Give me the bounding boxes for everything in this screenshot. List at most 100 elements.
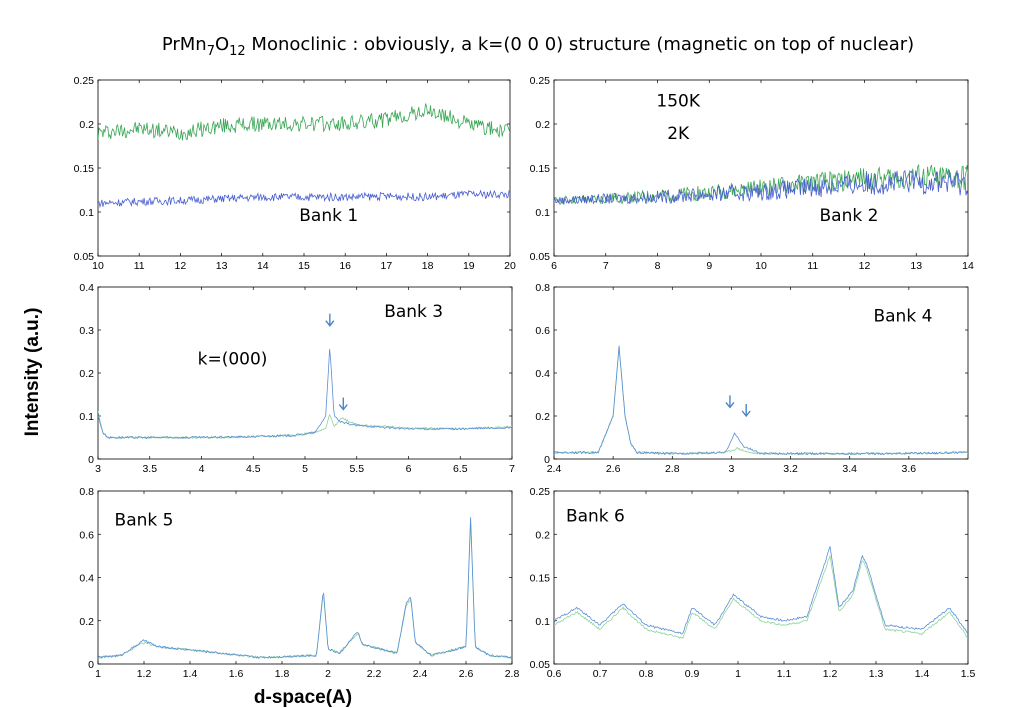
x-tick-label: 11 xyxy=(134,260,145,272)
x-tick-label: 2.6 xyxy=(459,668,474,680)
y-tick-label: 0.25 xyxy=(530,75,551,87)
chart-panel-bank-3: 3 3.5 4 4.5 5 5.5 6 6.5 7 0 0.1 0.2 0.3 0.4 Bank 3 k=(0… xyxy=(79,282,515,475)
figure-title: PrMn7O12 Monoclinic : obviously, a k=(0 … xyxy=(162,34,914,59)
series-line-2k xyxy=(554,169,968,205)
y-tick-label: 0.2 xyxy=(79,119,94,131)
x-tick-label: 10 xyxy=(755,260,767,272)
annotation-bank-1: Bank 1 xyxy=(299,206,358,226)
x-tick-label: 9 xyxy=(706,260,712,272)
x-tick-label: 1.3 xyxy=(869,668,884,680)
x-tick-label: 15 xyxy=(298,260,310,272)
x-tick-label: 3.5 xyxy=(142,463,157,475)
y-tick-label: 0.25 xyxy=(74,75,95,87)
annotation-2k: 2K xyxy=(667,124,690,144)
x-tick-label: 8 xyxy=(655,260,661,272)
y-tick-label: 0.8 xyxy=(535,282,550,294)
chart-panel-bank-5: 1 1.2 1.4 1.6 1.8 2 2.2 2.4 2.6 2.8 0 0.2 0.4 0.6 0.8 B… xyxy=(79,486,519,680)
x-tick-label: 2.8 xyxy=(505,668,520,680)
series-line-trace-1 xyxy=(98,103,510,141)
y-tick-label: 0.2 xyxy=(79,368,94,380)
x-tick-label: 2.8 xyxy=(665,463,680,475)
x-tick-label: 3.2 xyxy=(783,463,798,475)
series-line-2k xyxy=(98,517,512,659)
x-tick-label: 2.6 xyxy=(606,463,621,475)
x-tick-label: 12 xyxy=(859,260,871,272)
y-tick-label: 0.2 xyxy=(535,411,550,423)
x-tick-label: 3.4 xyxy=(842,463,857,475)
annotation-k-000: k=(000) xyxy=(198,349,268,369)
annotation-bank-6: Bank 6 xyxy=(566,506,625,526)
panels: 10 11 12 13 14 15 16 17 18 19 200.050.10.150.20.25… xyxy=(74,75,976,680)
series-line-2k xyxy=(98,348,512,440)
x-tick-label: 1 xyxy=(95,668,101,680)
title-part-3: O xyxy=(215,34,229,55)
series-line-2k xyxy=(554,546,968,635)
x-axis-label: d-space(A) xyxy=(254,687,352,708)
y-tick-label: 0.15 xyxy=(74,163,95,175)
x-tick-label: 0.6 xyxy=(547,668,562,680)
x-tick-label: 11 xyxy=(807,260,818,272)
x-tick-label: 1.5 xyxy=(961,668,976,680)
peak-arrow-icon xyxy=(338,397,348,411)
annotation-bank-5: Bank 5 xyxy=(115,511,174,531)
x-tick-label: 4.5 xyxy=(246,463,261,475)
peak-arrow-icon xyxy=(741,404,751,418)
y-tick-label: 0.15 xyxy=(530,163,551,175)
x-tick-label: 3 xyxy=(95,463,101,475)
annotation-bank-4: Bank 4 xyxy=(873,306,932,326)
y-tick-label: 0 xyxy=(544,454,550,466)
y-tick-label: 0.4 xyxy=(535,368,550,380)
peak-arrow-icon xyxy=(325,313,335,327)
x-tick-label: 7 xyxy=(509,463,515,475)
y-tick-label: 0.1 xyxy=(535,207,550,219)
x-tick-label: 1.2 xyxy=(137,668,152,680)
x-tick-label: 6 xyxy=(406,463,412,475)
x-tick-label: 17 xyxy=(381,260,393,272)
series-line-2k xyxy=(554,345,968,456)
chart-panel-bank-6: 0.6 0.7 0.8 0.9 1 1.1 1.2 1.3 1.4 1.5 0.05 0.1 0.15 0… xyxy=(530,486,976,680)
x-tick-label: 6 xyxy=(551,260,557,272)
y-tick-label: 0.6 xyxy=(535,325,550,337)
y-tick-label: 0.1 xyxy=(79,411,94,423)
x-tick-label: 7 xyxy=(603,260,609,272)
x-tick-label: 1.1 xyxy=(777,668,792,680)
title-part-2: 7 xyxy=(207,44,215,59)
title-part-5: Monoclinic : obviously, a k=(0 0 0) stru… xyxy=(246,34,914,55)
y-tick-label: 0.6 xyxy=(79,529,94,541)
peak-arrow-icon xyxy=(725,395,735,409)
plot-frame xyxy=(553,79,969,257)
y-tick-label: 0.3 xyxy=(79,325,94,337)
x-tick-label: 4 xyxy=(199,463,205,475)
x-tick-label: 10 xyxy=(92,260,104,272)
annotation-150k: 150K xyxy=(656,91,700,111)
x-tick-label: 3.6 xyxy=(902,463,917,475)
title-part-1: PrMn xyxy=(162,34,207,55)
series-line-150k xyxy=(98,521,512,660)
chart-panel-bank-4: 2.4 2.6 2.8 3 3.2 3.4 3.6 0 0.2 0.4 0.6 0.8 Bank 4 xyxy=(535,282,969,475)
chart-panel-bank-2: 6 7 8 9 10 11 12 13 14 0.05 0.1 0.15 0.2 0.25 Bank 2 15… xyxy=(530,75,974,272)
x-tick-label: 1 xyxy=(735,668,741,680)
x-tick-label: 2.4 xyxy=(413,668,428,680)
y-tick-label: 0.2 xyxy=(79,616,94,628)
x-tick-label: 1.8 xyxy=(275,668,290,680)
y-tick-label: 0.4 xyxy=(79,573,94,585)
annotation-bank-3: Bank 3 xyxy=(384,302,443,322)
series-line-150k xyxy=(554,347,968,456)
x-tick-label: 14 xyxy=(962,260,974,272)
x-tick-label: 13 xyxy=(216,260,228,272)
x-tick-label: 13 xyxy=(910,260,922,272)
x-tick-label: 2.4 xyxy=(547,463,562,475)
y-tick-label: 0.4 xyxy=(79,282,94,294)
x-tick-label: 18 xyxy=(422,260,434,272)
plot-frame xyxy=(97,79,511,257)
y-tick-label: 0.8 xyxy=(79,486,94,498)
chart-panel-bank-1: 10 11 12 13 14 15 16 17 18 19 20 0.05 0.1 0.15 0.2 0.25… xyxy=(74,75,516,272)
x-tick-label: 3 xyxy=(729,463,735,475)
x-tick-label: 1.2 xyxy=(823,668,838,680)
y-tick-label: 0.2 xyxy=(535,119,550,131)
x-tick-label: 12 xyxy=(175,260,187,272)
series-line-trace-2 xyxy=(98,189,510,209)
x-tick-label: 2 xyxy=(325,668,331,680)
series-line-150k xyxy=(98,410,512,440)
